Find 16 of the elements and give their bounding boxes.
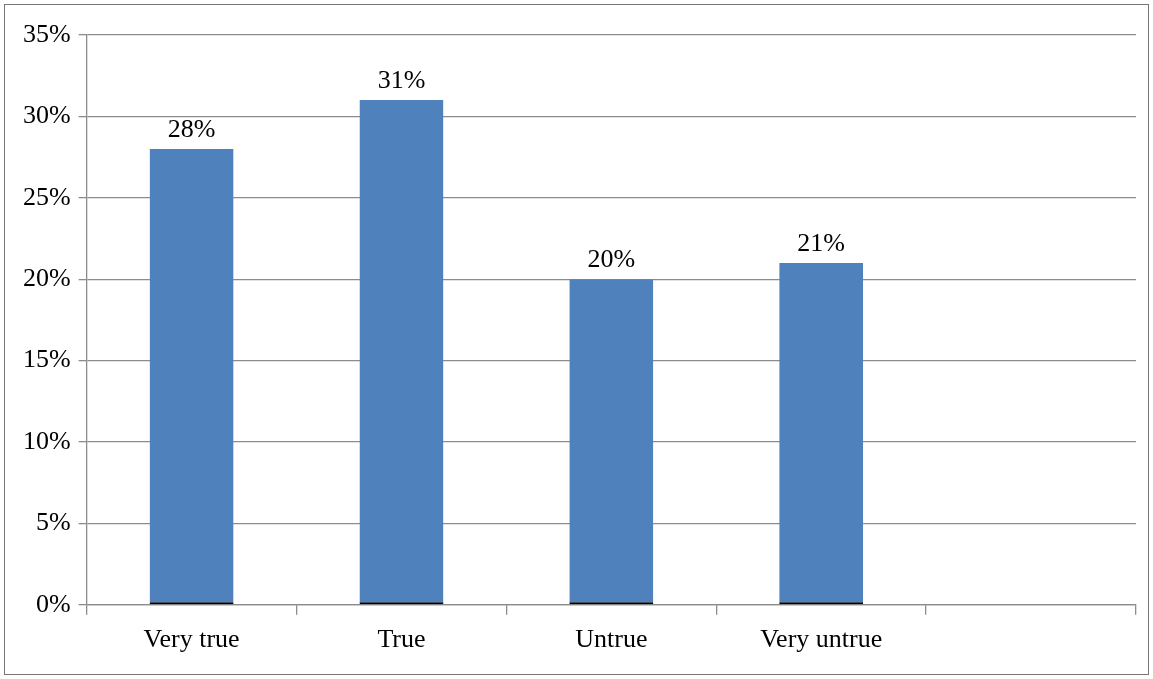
- y-tick-label: 15%: [22, 344, 71, 374]
- x-tick-label: True: [377, 624, 426, 654]
- y-tick-label: 0%: [35, 588, 71, 618]
- y-tick-label: 5%: [35, 507, 71, 537]
- x-tick-label: Untrue: [575, 624, 648, 654]
- x-tick-label: Very true: [143, 624, 240, 654]
- data-label: 31%: [377, 64, 426, 94]
- y-tick-label: 30%: [22, 100, 71, 130]
- data-label: 21%: [797, 227, 846, 257]
- y-tick-label: 20%: [22, 263, 71, 293]
- data-label: 28%: [167, 113, 216, 143]
- y-tick-label: 35%: [22, 18, 71, 48]
- y-tick-label: 10%: [22, 425, 71, 455]
- data-label: 20%: [587, 244, 636, 274]
- x-tick-label: Very untrue: [760, 624, 883, 654]
- y-tick-label: 25%: [22, 181, 71, 211]
